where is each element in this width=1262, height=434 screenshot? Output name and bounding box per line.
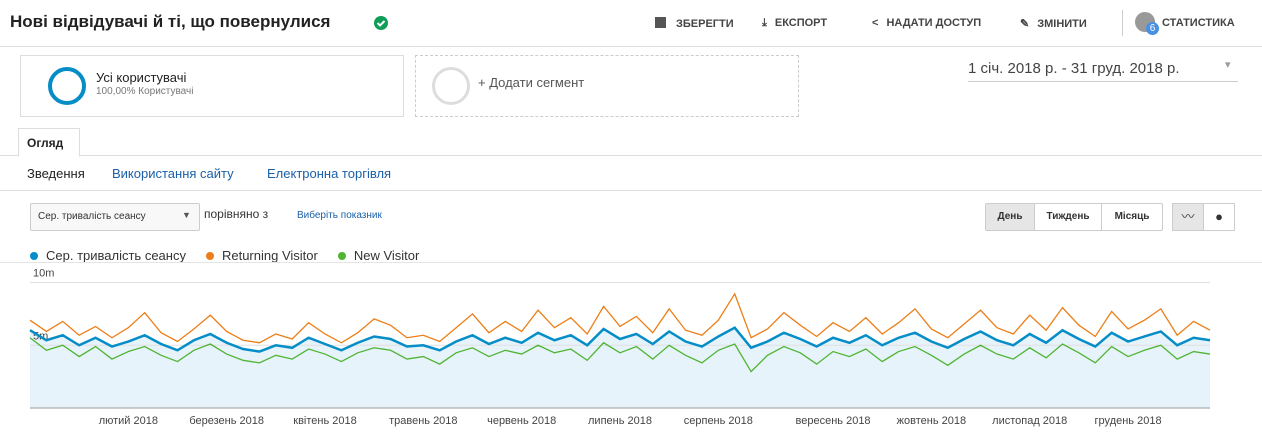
x-tick-label: лютий 2018 bbox=[99, 415, 158, 427]
legend: Сер. тривалість сеансу Returning Visitor N… bbox=[30, 248, 419, 263]
segment-name: Усі користувачі bbox=[96, 70, 187, 85]
x-tick-label: жовтень 2018 bbox=[897, 415, 966, 427]
badge: 6 bbox=[1146, 22, 1159, 35]
x-tick-label: травень 2018 bbox=[389, 415, 457, 427]
tab[interactable] bbox=[18, 128, 80, 157]
x-tick-label: вересень 2018 bbox=[796, 415, 871, 427]
period-buttons: День Тиждень Місяць bbox=[985, 203, 1163, 231]
share-button[interactable]: < НАДАТИ ДОСТУП bbox=[872, 17, 982, 29]
line-chart-toggle[interactable]: 〰 bbox=[1172, 203, 1204, 231]
series-line bbox=[29, 292, 1211, 344]
x-tick-label: червень 2018 bbox=[487, 415, 556, 427]
save-label: ЗБЕРЕГТИ bbox=[676, 18, 734, 30]
legend-label: Returning Visitor bbox=[221, 248, 318, 263]
legend-dot bbox=[30, 252, 38, 260]
x-tick-label: серпень 2018 bbox=[684, 415, 753, 427]
legend-item[interactable]: New Visitor bbox=[337, 248, 420, 263]
subtab-line bbox=[0, 190, 1262, 191]
add-segment-label: + Додати сегмент bbox=[478, 75, 585, 90]
report-title: Нові відвідувачі й ті, що повернулися bbox=[10, 12, 331, 31]
insights-label[interactable]: СТАТИСТИКА bbox=[1162, 17, 1235, 29]
x-tick-label: квітень 2018 bbox=[293, 415, 356, 427]
metric-label: Сер. тривалість сеансу bbox=[38, 211, 146, 222]
segment-circle bbox=[48, 67, 86, 105]
metric-dropdown[interactable] bbox=[30, 203, 200, 231]
date-arrow: ▾ bbox=[1225, 59, 1231, 71]
export-button[interactable]: ⤓ ЕКСПОРТ bbox=[762, 17, 828, 29]
divider bbox=[1122, 10, 1123, 36]
save-button[interactable]: ЗБЕРЕГТИ bbox=[655, 17, 734, 30]
tab-line bbox=[0, 155, 1262, 156]
date-range[interactable]: 1 січ. 2018 р. - 31 груд. 2018 р. bbox=[968, 60, 1180, 77]
legend-item[interactable]: Returning Visitor bbox=[205, 248, 318, 263]
share-label: НАДАТИ ДОСТУП bbox=[886, 17, 982, 29]
segment-card[interactable] bbox=[20, 55, 404, 117]
x-tick-label: березень 2018 bbox=[189, 415, 264, 427]
legend-label: New Visitor bbox=[353, 248, 420, 263]
subtab[interactable]: Електронна торгівля bbox=[267, 166, 392, 181]
add-segment[interactable] bbox=[415, 55, 799, 117]
header bbox=[0, 0, 1262, 47]
export-label: ЕКСПОРТ bbox=[774, 17, 828, 29]
legend-dot bbox=[337, 252, 346, 260]
tab-label: Огляд bbox=[27, 136, 64, 150]
legend-label: Сер. тривалість сеансу bbox=[46, 248, 186, 263]
compare-label: порівняно з bbox=[204, 207, 269, 221]
edit-label: ЗМІНИТИ bbox=[1037, 18, 1087, 30]
subtab[interactable]: Зведення bbox=[27, 166, 85, 181]
add-circle bbox=[432, 67, 470, 105]
y-tick-label: 10m bbox=[33, 268, 54, 280]
dropdown-arrow: ▼ bbox=[182, 210, 191, 220]
series-line bbox=[29, 337, 1211, 373]
segment-detail: 100,00% Користувачі bbox=[96, 86, 194, 97]
period-week[interactable]: Тиждень bbox=[1035, 204, 1102, 230]
period-month[interactable]: Місяць bbox=[1114, 211, 1150, 222]
x-tick-label: грудень 2018 bbox=[1095, 415, 1162, 427]
legend-dot bbox=[205, 252, 214, 260]
date-underline bbox=[968, 81, 1238, 82]
pick-metric[interactable]: Виберіть показник bbox=[297, 210, 382, 221]
series-line bbox=[29, 326, 1211, 353]
motion-chart-toggle[interactable]: ● bbox=[1203, 203, 1235, 231]
period-day[interactable]: День bbox=[986, 204, 1035, 230]
area bbox=[30, 327, 1210, 408]
x-tick-label: листопад 2018 bbox=[992, 415, 1067, 427]
legend-item[interactable]: Сер. тривалість сеансу bbox=[30, 248, 186, 263]
verified-icon bbox=[374, 16, 388, 30]
x-tick-label: липень 2018 bbox=[588, 415, 652, 427]
subtab[interactable]: Використання сайту bbox=[112, 166, 234, 181]
edit-button[interactable]: ✎ ЗМІНИТИ bbox=[1020, 18, 1087, 30]
